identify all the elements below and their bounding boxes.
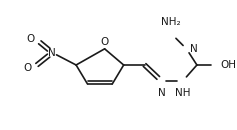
- Text: OH: OH: [221, 60, 237, 70]
- Text: NH₂: NH₂: [161, 17, 181, 27]
- Text: N: N: [158, 88, 166, 98]
- Text: O: O: [23, 63, 31, 73]
- Text: O: O: [100, 37, 109, 47]
- Text: NH: NH: [175, 88, 190, 98]
- Text: O: O: [26, 34, 34, 44]
- Text: N: N: [48, 48, 56, 58]
- Text: N: N: [190, 44, 198, 54]
